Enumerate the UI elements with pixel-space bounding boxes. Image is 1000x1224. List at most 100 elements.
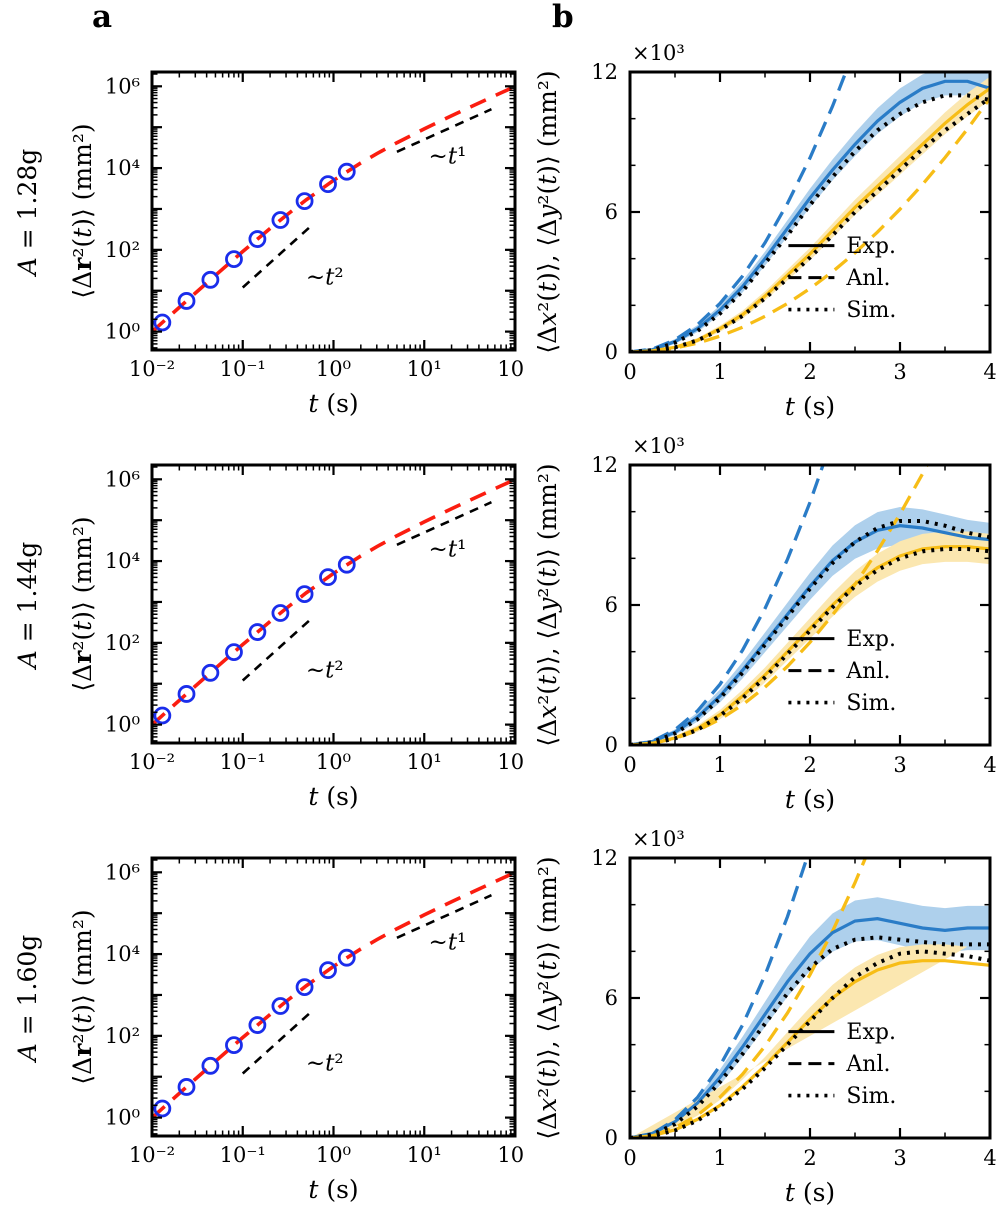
legend-label: Sim.: [846, 1084, 896, 1109]
row-label-1.44g: A = 1.44g: [12, 445, 44, 765]
exp-x-curve: [630, 917, 990, 1138]
anl-y-curve: [630, 97, 990, 352]
y-axis-label: ⟨Δx²(t)⟩, ⟨Δy²(t)⟩ (mm²): [533, 856, 562, 1139]
y-tick-label: 10⁴: [105, 549, 140, 573]
experiment-data-circle: [225, 1036, 243, 1055]
x-tick-label: 10²: [497, 750, 525, 774]
x-tick-label: 10⁻¹: [220, 1143, 266, 1167]
exp-y-curve: [630, 87, 990, 352]
experiment-data-circle: [201, 1056, 220, 1075]
x-axis-label: t (s): [785, 392, 835, 420]
row-label-variable: A: [13, 1043, 42, 1062]
y-tick-label: 10²: [105, 631, 140, 655]
sim-x-curve: [630, 935, 990, 1138]
x-tick-label: 3: [893, 1146, 906, 1170]
y-tick-label: 12: [591, 846, 618, 870]
x-tick-label: 10⁻²: [129, 1143, 175, 1167]
slope-annotation: ∼t²: [306, 1051, 344, 1077]
y-tick-label: 10⁶: [105, 860, 140, 884]
slope-annotation: ∼t¹: [429, 929, 467, 955]
y-tick-label: 6: [605, 200, 618, 224]
x-tick-label: 2: [803, 1146, 816, 1170]
legend-label: Anl.: [845, 1052, 890, 1077]
y-axis-offset-label: ×10³: [632, 41, 685, 65]
x-tick-label: 10¹: [407, 750, 442, 774]
legend-label: Sim.: [846, 298, 896, 323]
y-axis-label: ⟨Δr²(t)⟩ (mm²): [68, 123, 97, 298]
legend-label: Anl.: [845, 659, 890, 684]
x-tick-label: 0: [623, 753, 636, 777]
experiment-data-circle: [177, 1078, 196, 1096]
slope-guide-line: [396, 501, 492, 546]
analytic-msd-curve: [152, 870, 515, 1120]
slope-guide-line: [396, 108, 492, 153]
x-tick-label: 10⁻²: [129, 750, 175, 774]
x-tick-label: 3: [893, 753, 906, 777]
x-tick-label: 10²: [497, 357, 525, 381]
y-tick-label: 6: [605, 986, 618, 1010]
legend-label: Exp.: [846, 627, 896, 652]
axes-box: [150, 463, 517, 745]
y-axis-offset-label: ×10³: [632, 434, 685, 458]
experiment-data-circle: [153, 706, 172, 725]
slope-guide-line: [241, 618, 311, 682]
x-axis-label: t (s): [785, 1178, 835, 1206]
row-label-value: = 1.60g: [13, 934, 42, 1044]
experiment-data-circle: [225, 250, 243, 269]
row-label-1.28g: A = 1.28g: [12, 52, 44, 372]
slope-guide-line: [241, 1011, 311, 1075]
exp-y-error-band: [630, 944, 968, 1138]
y-tick-label: 6: [605, 593, 618, 617]
sim-x-curve: [630, 519, 990, 745]
x-tick-label: 2: [803, 360, 816, 384]
row-label-variable: A: [13, 650, 42, 669]
experiment-data-circle: [337, 555, 356, 574]
slope-annotation: ∼t¹: [429, 536, 467, 562]
experiment-data-circle: [271, 211, 290, 229]
experiment-data-circle: [153, 1099, 172, 1118]
y-tick-label: 0: [605, 340, 618, 364]
y-axis-label: ⟨Δx²(t)⟩, ⟨Δy²(t)⟩ (mm²): [533, 70, 562, 353]
experiment-data-circle: [248, 230, 267, 248]
panel-label-b: b: [552, 0, 574, 35]
axes-box: [628, 463, 992, 747]
axes-box: [628, 70, 992, 354]
axes-box: [150, 856, 517, 1138]
x-tick-label: 10⁻²: [129, 357, 175, 381]
experiment-data-circle: [295, 585, 314, 603]
experiment-data-circle: [177, 685, 196, 703]
x-tick-label: 10¹: [407, 357, 442, 381]
y-tick-label: 10⁰: [105, 1106, 140, 1130]
x-tick-label: 4: [983, 360, 996, 384]
x-tick-label: 0: [623, 360, 636, 384]
x-tick-label: 4: [983, 753, 996, 777]
row-label-variable: A: [13, 257, 42, 276]
analytic-msd-curve: [152, 84, 515, 334]
y-tick-label: 10⁶: [105, 467, 140, 491]
msd-loglog-plot-row3: ∼t² ∼t¹ 10⁻² 10⁻¹ 10⁰ 10¹ 10² 10⁰ 10² 10⁴ 10⁶ t (s)…: [68, 856, 525, 1204]
x-tick-label: 1: [713, 1146, 726, 1170]
experiment-data-circle: [177, 292, 196, 310]
x-tick-label: 10⁰: [316, 357, 351, 381]
slope-guide-line: [241, 225, 311, 289]
experiment-data-circle: [295, 192, 314, 210]
experiment-data-circle: [319, 175, 337, 194]
msd-loglog-plot-row1: ∼t² ∼t¹ 10⁻² 10⁻¹ 10⁰ 10¹ 10² 10⁰ 10² 10⁴ 10⁶ t (s)…: [68, 70, 525, 418]
experiment-data-circle: [225, 643, 243, 662]
axes-box: [628, 856, 992, 1140]
exp-x-error-band: [630, 72, 990, 352]
experiment-data-circle: [271, 604, 290, 622]
legend-label: Sim.: [846, 691, 896, 716]
x-tick-label: 3: [893, 360, 906, 384]
x-tick-label: 1: [713, 753, 726, 777]
legend-label: Anl.: [845, 266, 890, 291]
experiment-data-circle: [201, 663, 220, 682]
experiment-data-circle: [319, 961, 337, 980]
slope-annotation: ∼t¹: [429, 143, 467, 169]
anl-x-curve: [630, 465, 825, 745]
y-axis-label: ⟨Δr²(t)⟩ (mm²): [68, 516, 97, 691]
experiment-data-circle: [319, 568, 337, 587]
